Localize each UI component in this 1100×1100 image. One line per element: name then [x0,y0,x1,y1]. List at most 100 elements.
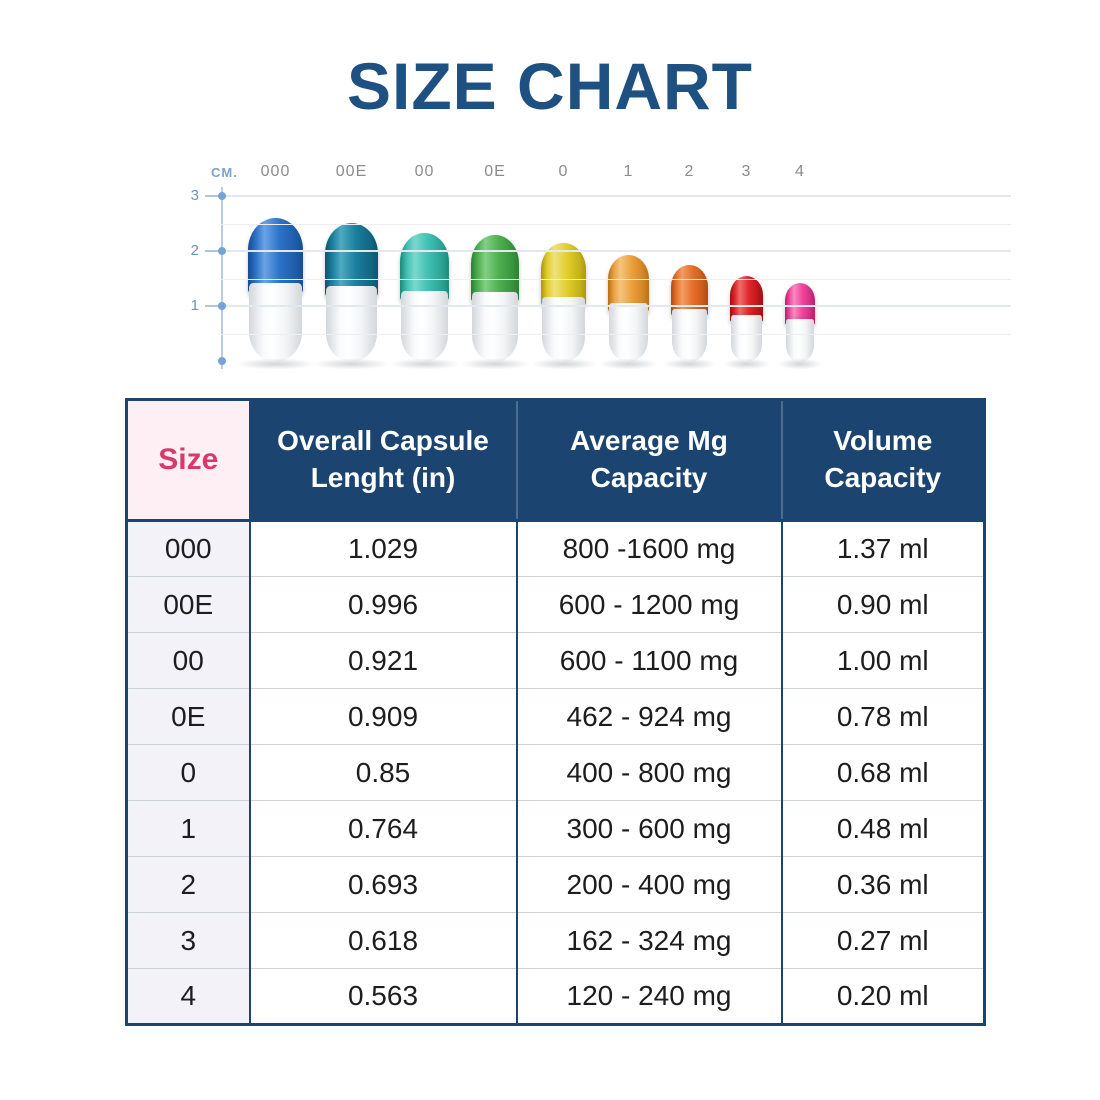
table-cell-00-3: 1.00 ml [780,632,985,689]
capsule-body-1 [609,303,648,362]
capsule-shadow-2 [659,358,720,370]
capsule-cap-00 [400,233,449,302]
capsule-cap-3 [730,276,763,322]
gridline-2cm [221,250,1011,252]
size-table: Size Overall Capsule Lenght (in) Average M… [125,398,986,1026]
capsule-shadow-1 [595,358,662,370]
capsule-2 [659,265,720,370]
tick-dash [205,195,220,197]
capsule-label-0E: 0E [484,163,506,180]
tick-label-2: 2 [190,242,199,259]
table-header-3: Volume Capacity [780,399,985,522]
table-cell-2-2: 200 - 400 mg [515,856,782,913]
capsule-shadow-0E [456,358,534,370]
capsule-row: 000 00E 00 0E 0 1 2 3 4 [231,163,824,370]
capsule-0E [456,235,534,370]
table-header-2: Average Mg Capacity [515,399,782,522]
table-cell-0-2: 400 - 800 mg [515,744,782,801]
table-cell-3-1: 0.618 [248,912,517,969]
capsule-shadow-0 [527,358,600,370]
cm-axis-line [221,187,223,369]
table-cell-1-1: 0.764 [248,800,517,857]
table-cell-4-3: 0.20 ml [780,968,985,1025]
table-row-000: 000 1.029 800 -1600 mg 1.37 ml [126,520,985,577]
capsule-00 [385,233,464,370]
table-row-4: 4 0.563 120 - 240 mg 0.20 ml [126,968,985,1025]
table-row-0E: 0E 0.909 462 - 924 mg 0.78 ml [126,688,985,745]
capsule-label-4: 4 [795,163,805,180]
table-cell-4-0: 4 [126,968,250,1025]
axis-unit-label: CM. [211,165,238,180]
table-cell-00E-0: 00E [126,576,250,633]
axis-dot-3 [218,192,226,200]
gridline-3cm [221,195,1011,197]
table-cell-00-2: 600 - 1100 mg [515,632,782,689]
capsule-slot-1: 1 [595,163,662,370]
table-cell-4-2: 120 - 240 mg [515,968,782,1025]
table-cell-00E-3: 0.90 ml [780,576,985,633]
tick-label-1: 1 [190,297,199,314]
capsule-cap-000 [248,218,303,295]
capsule-00E [309,223,394,370]
tick-dash [205,305,220,307]
gridline-minor [221,333,1011,335]
table-cell-00-0: 00 [126,632,250,689]
table-cell-1-2: 300 - 600 mg [515,800,782,857]
table-cell-0E-3: 0.78 ml [780,688,985,745]
table-cell-00-1: 0.921 [248,632,517,689]
table-cell-0E-1: 0.909 [248,688,517,745]
tick-label-3: 3 [190,187,199,204]
capsule-body-4 [786,318,814,362]
table-row-00: 00 0.921 600 - 1100 mg 1.00 ml [126,632,985,689]
table-row-0: 0 0.85 400 - 800 mg 0.68 ml [126,744,985,801]
gridline-minor [221,278,1011,280]
capsule-body-3 [731,314,762,362]
header-row: Size Overall Capsule Lenght (in) Average M… [126,399,985,522]
capsule-body-0E [472,292,518,362]
axis-dot-1 [218,302,226,310]
capsule-label-00: 00 [414,163,435,180]
capsule-body-00 [401,291,448,362]
capsule-shadow-4 [776,358,824,370]
capsule-body-0 [542,296,585,362]
table-cell-0-3: 0.68 ml [780,744,985,801]
capsule-cap-1 [608,255,649,312]
axis-dot-2 [218,247,226,255]
capsule-label-00E: 00E [335,163,368,180]
capsule-4 [776,283,824,370]
capsule-3 [720,276,773,370]
capsule-slot-00: 00 [385,163,464,370]
capsule-label-000: 000 [260,163,291,180]
capsule-label-1: 1 [623,163,634,180]
table-cell-3-2: 162 - 324 mg [515,912,782,969]
table-row-1: 1 0.764 300 - 600 mg 0.48 ml [126,800,985,857]
capsule-1 [595,255,662,370]
table-cell-0-0: 0 [126,744,250,801]
table-cell-000-1: 1.029 [248,520,517,577]
table-cell-00E-2: 600 - 1200 mg [515,576,782,633]
table-cell-2-1: 0.693 [248,856,517,913]
capsule-cap-4 [785,283,815,325]
table-row-3: 3 0.618 162 - 324 mg 0.27 ml [126,912,985,969]
capsule-label-2: 2 [684,163,695,180]
table-cell-3-3: 0.27 ml [780,912,985,969]
size-table-wrap: Size Overall Capsule Lenght (in) Average M… [125,398,986,1026]
size-table-head: Size Overall Capsule Lenght (in) Average M… [126,399,985,522]
capsule-body-00E [326,285,377,362]
capsule-000 [231,218,320,370]
capsule-body-000 [249,282,302,362]
capsule-shadow-00 [385,358,464,370]
capsule-shadow-000 [231,358,320,370]
capsule-slot-3: 3 [720,163,773,370]
capsule-diagram: CM. 000 00E 00 0E 0 1 2 3 4 3 2 1 [0,155,1100,395]
table-row-2: 2 0.693 200 - 400 mg 0.36 ml [126,856,985,913]
table-cell-1-3: 0.48 ml [780,800,985,857]
table-cell-0-1: 0.85 [248,744,517,801]
capsule-slot-4: 4 [776,163,824,370]
capsule-shadow-00E [309,358,394,370]
table-header-0: Size [126,399,251,522]
capsule-label-3: 3 [741,163,752,180]
table-header-1: Overall Capsule Lenght (in) [248,399,517,522]
table-cell-0E-2: 462 - 924 mg [515,688,782,745]
